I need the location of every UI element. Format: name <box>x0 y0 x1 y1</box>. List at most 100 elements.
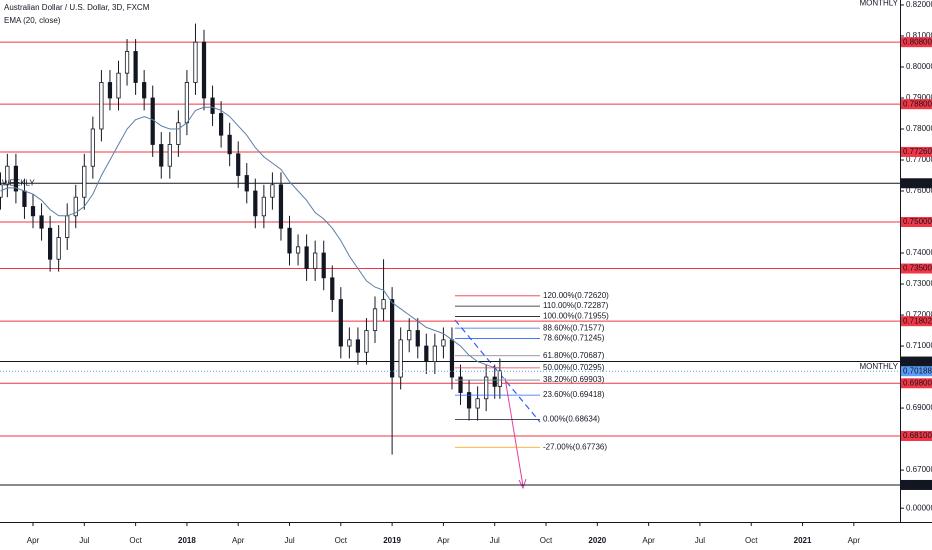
level-label-bg <box>901 37 932 48</box>
candle-body <box>321 252 326 279</box>
candle-body <box>372 308 378 331</box>
fib-label: 88.60%(0.71577) <box>543 323 605 332</box>
projection-arrow <box>504 377 524 487</box>
candle-body <box>22 190 27 207</box>
candle-body <box>107 82 113 99</box>
candle-body <box>355 339 361 353</box>
candle-body <box>407 330 412 341</box>
candle-body <box>227 134 232 155</box>
x-tick-label: Oct <box>129 536 142 545</box>
level-label: 0.80800 <box>903 37 932 46</box>
candle-body <box>201 41 207 99</box>
level-annotation: MONTHLY <box>859 362 898 371</box>
x-tick-label: Oct <box>540 536 553 545</box>
candle-body <box>466 392 472 409</box>
indicator-label: EMA (20, close) <box>4 16 61 25</box>
last-price-label: 0.70188 <box>903 366 932 375</box>
candle-body <box>65 215 70 238</box>
candle-body <box>261 196 266 217</box>
arrow-head <box>518 478 527 490</box>
candle-body <box>484 376 489 400</box>
candle-body <box>398 339 403 378</box>
candle-body <box>73 196 78 217</box>
candle-body <box>56 237 61 260</box>
level-label: 0.77260 <box>903 147 932 156</box>
x-tick-label: 2019 <box>383 536 401 545</box>
candle-body <box>236 153 241 176</box>
candle-body <box>253 190 258 217</box>
level-label: 0.75000 <box>903 217 932 226</box>
level-label-bg <box>901 263 932 274</box>
x-tick-label: 2020 <box>588 536 606 545</box>
level-annotation: MONTHLY <box>859 0 898 8</box>
candle-body <box>313 252 318 269</box>
x-tick-label: 2021 <box>794 536 812 545</box>
candle-body <box>475 398 480 409</box>
candle-body <box>390 299 395 378</box>
level-label: 0.66520 <box>903 480 932 489</box>
candle-body <box>5 165 10 186</box>
candle-body <box>184 82 190 124</box>
candle-body <box>270 184 275 198</box>
candle-body <box>99 82 104 130</box>
candle-body <box>492 376 497 387</box>
x-tick-label: Apr <box>848 536 861 545</box>
level-annotation: WEEKLY <box>2 178 35 187</box>
fib-label: 120.00%(0.72620) <box>543 291 609 300</box>
candle-body <box>338 299 343 347</box>
candle-body <box>116 72 121 99</box>
level-label-bg <box>901 178 932 189</box>
level-label-bg <box>901 430 932 441</box>
level-label-bg <box>901 356 932 367</box>
candle-body <box>150 97 155 145</box>
x-tick-label: Apr <box>232 536 245 545</box>
level-label: 0.69800 <box>903 378 932 387</box>
level-label: 0.73500 <box>903 264 932 273</box>
last-price-bg <box>901 366 932 377</box>
x-tick-label: Apr <box>27 536 40 545</box>
level-label-bg <box>901 316 932 327</box>
candle-body <box>330 277 335 300</box>
fib-label: 23.60%(0.69418) <box>543 390 605 399</box>
candle-body <box>30 206 36 217</box>
fib-label: 38.20%(0.69903) <box>543 375 605 384</box>
fib-label: 110.00%(0.72287) <box>543 301 609 310</box>
candle-body <box>82 165 87 198</box>
level-label-bg <box>901 99 932 110</box>
level-label-bg <box>901 378 932 389</box>
candle-body <box>124 51 130 74</box>
candle-body <box>441 339 446 347</box>
chart-title: Australian Dollar / U.S. Dollar, 3D, FXC… <box>4 3 150 12</box>
fib-label: 0.00%(0.68634) <box>543 415 600 424</box>
candle-body <box>497 370 502 387</box>
candle-body <box>432 345 437 362</box>
fib-label: 50.00%(0.70295) <box>543 363 605 372</box>
candle-body <box>458 376 463 393</box>
x-tick-label: Jul <box>284 536 294 545</box>
candle-body <box>159 144 164 167</box>
level-label: 0.76250 <box>903 178 932 187</box>
candle-body <box>364 330 369 353</box>
candle-body <box>176 122 181 145</box>
x-tick-label: Apr <box>642 536 655 545</box>
candle-body <box>193 41 198 83</box>
y-tick-label: 0.00000 <box>906 503 932 512</box>
trend-line <box>454 319 541 423</box>
candle-body <box>13 165 19 192</box>
x-tick-label: 2018 <box>178 536 196 545</box>
level-label: 0.78800 <box>903 99 932 108</box>
x-tick-label: Jul <box>79 536 89 545</box>
level-label: 0.71802 <box>903 316 932 325</box>
